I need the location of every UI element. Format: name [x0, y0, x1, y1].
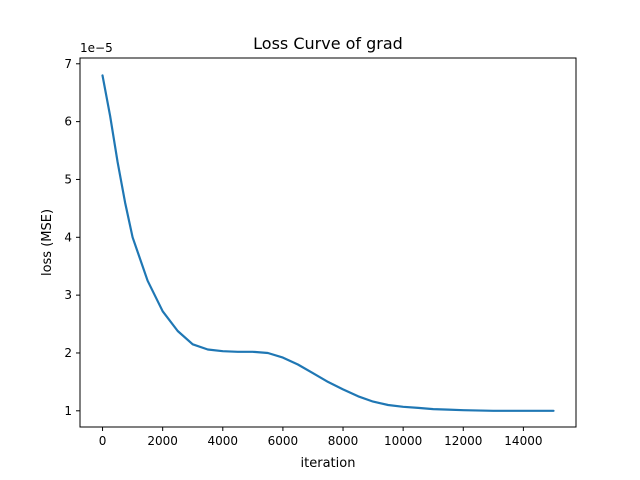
x-tick-label: 6000	[268, 434, 299, 448]
y-tick-label: 7	[64, 57, 72, 71]
y-tick-label: 3	[64, 288, 72, 302]
x-tick-label: 0	[99, 434, 107, 448]
x-tick-label: 12000	[444, 434, 482, 448]
x-tick-label: 4000	[208, 434, 239, 448]
plot-area-frame	[79, 57, 577, 428]
x-tick-label: 8000	[328, 434, 359, 448]
y-axis-label: loss (MSE)	[40, 209, 55, 276]
y-offset-label: 1e−5	[80, 41, 113, 55]
y-tick-label: 5	[64, 172, 72, 186]
x-tick-label: 14000	[504, 434, 542, 448]
x-tick-label: 10000	[384, 434, 422, 448]
y-tick-label: 4	[64, 230, 72, 244]
plot-layer	[101, 74, 555, 412]
y-tick-label: 6	[64, 115, 72, 129]
x-tick-label: 2000	[147, 434, 178, 448]
chart-title: Loss Curve of grad	[253, 34, 403, 53]
axis-layer: 0 2000 4000 6000 8000 10000 12000 14000 1 2 3 4 5 6 7	[64, 57, 542, 448]
y-tick-label: 1	[64, 404, 72, 418]
loss-series-line	[101, 74, 555, 412]
x-axis-label: iteration	[301, 456, 356, 471]
y-tick-label: 2	[64, 346, 72, 360]
